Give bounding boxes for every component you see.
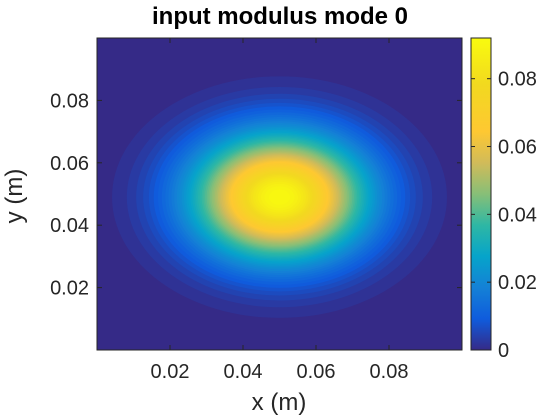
colorbar-tick-label: 0 <box>498 340 509 362</box>
plot-area <box>97 38 462 350</box>
colorbar-tick-label: 0.04 <box>498 204 537 226</box>
colorbar-tick-label: 0.06 <box>498 137 537 159</box>
colorbar-tick-label: 0.08 <box>498 69 537 91</box>
x-axis-label: x (m) <box>252 389 307 416</box>
x-tick-label: 0.02 <box>151 361 190 383</box>
contour-level <box>269 189 290 204</box>
heatmap-contours <box>112 76 447 318</box>
y-tick-label: 0.08 <box>50 90 89 112</box>
colorbar <box>471 38 491 350</box>
y-tick-label: 0.04 <box>50 215 89 237</box>
y-axis-label: y (m) <box>1 169 28 224</box>
x-tick-label: 0.08 <box>370 361 409 383</box>
x-tick-label: 0.04 <box>224 361 263 383</box>
x-tick-label: 0.06 <box>297 361 336 383</box>
y-tick-label: 0.06 <box>50 153 89 175</box>
y-tick-label: 0.02 <box>50 278 89 300</box>
colorbar-tick-label: 0.02 <box>498 272 537 294</box>
chart-title: input modulus mode 0 <box>152 3 408 30</box>
